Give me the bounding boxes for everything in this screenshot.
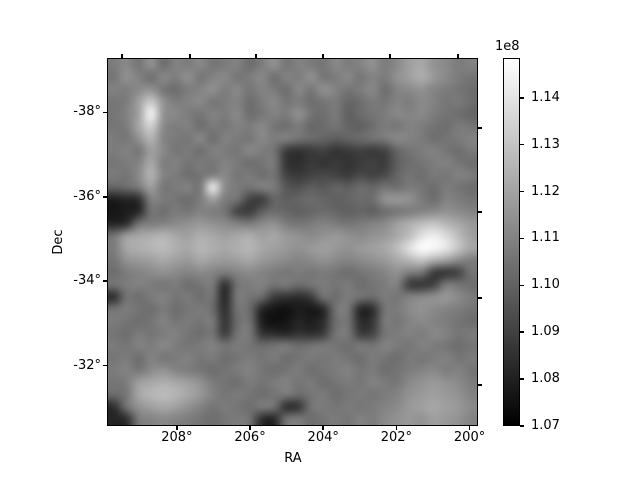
top-tick-mark: [389, 54, 391, 58]
colorbar-tick-mark: [520, 425, 524, 427]
y-tick-mark: [103, 111, 107, 114]
x-axis-label: RA: [284, 451, 302, 466]
x-tick-mark: [322, 426, 324, 430]
x-tick-mark: [249, 426, 251, 430]
x-tick-label: 200°: [453, 430, 486, 445]
y-tick-label: -32°: [73, 357, 101, 373]
colorbar-tick-label: 1.07: [531, 418, 560, 433]
x-tick-mark: [176, 426, 178, 430]
y-tick-label: -38°: [73, 104, 101, 120]
right-tick-mark: [478, 211, 482, 213]
x-tick-label: 202°: [380, 430, 413, 445]
colorbar-tick-mark: [520, 143, 524, 146]
y-tick-mark: [103, 196, 107, 198]
right-tick-mark: [478, 297, 482, 299]
colorbar-tick-label: 1.12: [531, 183, 560, 199]
top-tick-mark: [121, 54, 123, 58]
x-tick-label: 204°: [307, 430, 339, 445]
x-tick-mark: [468, 426, 471, 430]
colorbar-tick-label: 1.10: [531, 277, 560, 293]
x-tick-label: 208°: [161, 430, 193, 445]
colorbar-tick-label: 1.09: [531, 324, 560, 340]
y-tick-mark: [103, 364, 107, 367]
colorbar-tick-label: 1.14: [531, 89, 560, 105]
right-tick-mark: [478, 127, 482, 129]
top-tick-mark: [189, 54, 191, 58]
colorbar-tick-mark: [520, 237, 524, 240]
colorbar-tick-mark: [520, 97, 524, 99]
right-tick-mark: [478, 384, 482, 386]
colorbar-tick-mark: [520, 284, 524, 287]
y-tick-label: -34°: [73, 273, 101, 289]
x-tick-label: 206°: [234, 430, 266, 445]
top-tick-mark: [322, 54, 324, 58]
top-tick-mark: [255, 54, 257, 58]
y-tick-label: -36°: [73, 188, 101, 204]
heatmap-image: [108, 59, 477, 425]
colorbar-tick-label: 1.08: [531, 371, 560, 387]
colorbar-tick-label: 1.13: [531, 136, 560, 152]
colorbar-gradient: [503, 58, 520, 426]
colorbar-tick-mark: [520, 331, 524, 333]
colorbar-offset-label: 1e8: [495, 39, 520, 54]
y-tick-mark: [103, 280, 107, 282]
top-tick-mark: [457, 54, 459, 58]
y-axis-label: Dec: [51, 229, 66, 255]
colorbar-tick-label: 1.11: [531, 230, 560, 246]
colorbar-tick-mark: [520, 378, 524, 380]
plot-area: [107, 58, 478, 426]
x-tick-mark: [395, 426, 398, 430]
colorbar-tick-mark: [520, 190, 524, 193]
